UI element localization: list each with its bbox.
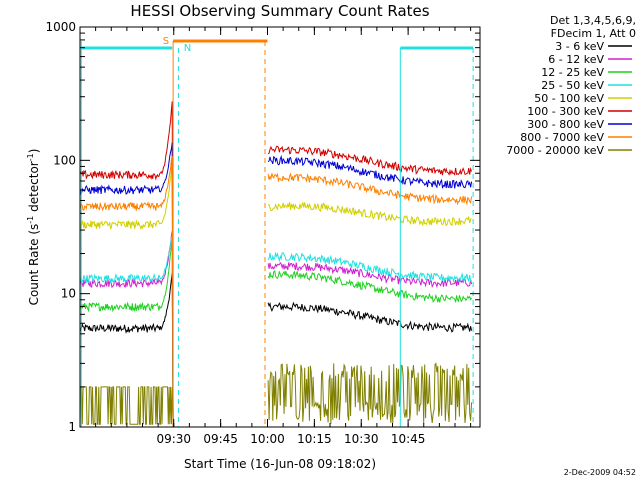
y-axis-label-part3: ) [27,149,41,154]
night-flag-label: N [184,43,191,54]
y-axis-label-part2: detector [27,161,41,216]
series-line-pre-0 [79,272,174,427]
x-tick-label-1: 09:45 [203,432,238,446]
series-line-pre-8 [79,386,174,427]
x-tick-label-5: 10:45 [391,432,426,446]
series-line-pre-3 [79,234,174,427]
series-800-7000keV [79,156,473,427]
y-axis-label-sup1: -1 [26,216,35,224]
legend-entry-label-2: 12 - 25 keV [541,66,604,79]
plot-frame [79,26,481,428]
series-300-800keV [79,142,473,427]
flag-layer: SN [80,36,474,427]
series-25-50keV [79,234,472,427]
x-tick-label-4: 10:30 [344,432,379,446]
y-tick-label-3: 1000 [45,20,76,34]
series-7000-20000keV [79,362,473,427]
y-tick-label-0: 1 [68,420,76,434]
series-50-100keV [79,162,472,427]
series-line-post-7 [267,172,473,206]
x-tick-label-0: 09:30 [156,432,191,446]
legend-header-1: FDecim 1, Att 0 [551,27,636,40]
series-3-6keV [79,272,473,427]
series-6-12keV [79,230,473,427]
legend-entry-label-7: 800 - 7000 keV [520,131,604,144]
series-line-pre-2 [79,237,174,427]
series-line-pre-7 [79,156,174,427]
saa-flag-label: S [163,36,169,47]
series-line-pre-1 [79,230,174,427]
legend-entry-label-6: 300 - 800 keV [527,118,604,131]
x-axis-label: Start Time (16-Jun-08 09:18:02) [184,457,376,471]
legend-entry-label-3: 25 - 50 keV [541,79,604,92]
series-line-post-8 [267,362,473,424]
series-line-pre-5 [79,101,174,427]
legend-entry-label-0: 3 - 6 keV [555,40,604,53]
legend-entry-label-1: 6 - 12 keV [548,53,604,66]
series-line-post-1 [267,261,473,289]
y-axis-label-part1: Count Rate (s [27,224,41,306]
series-line-post-6 [267,154,473,189]
timestamp: 2-Dec-2009 04:52 [564,468,636,477]
legend-entry-label-4: 50 - 100 keV [534,92,604,105]
series-line-post-2 [267,270,472,303]
series-line-pre-6 [79,142,174,427]
series-line-pre-4 [79,162,174,427]
legend-entry-label-5: 100 - 300 keV [527,105,604,118]
x-tick-label-2: 10:00 [250,432,285,446]
tick-layer: 09:30 09:45 10:00 10:15 10:30 10:45 1 10 100 1000 [45,20,480,446]
y-axis-label-sup2: -1 [26,153,35,161]
legend-header-0: Det 1,3,4,5,6,9, [550,14,636,27]
series-line-post-4 [267,201,472,227]
series-12-25keV [79,237,472,427]
chart-title: HESSI Observing Summary Count Rates [130,2,429,20]
y-tick-label-2: 100 [53,153,76,167]
legend-entry-label-8: 7000 - 20000 keV [506,144,604,157]
series-line-post-5 [267,145,473,176]
series-layer [79,101,473,427]
y-axis-label: Count Rate (s-1 detector-1) [26,149,41,306]
legend: Det 1,3,4,5,6,9,FDecim 1, Att 03 - 6 keV… [506,14,636,157]
y-tick-label-1: 10 [61,287,76,301]
x-tick-label-3: 10:15 [297,432,332,446]
series-line-post-0 [267,301,473,333]
series-100-300keV [79,101,473,427]
series-line-post-3 [267,251,472,284]
